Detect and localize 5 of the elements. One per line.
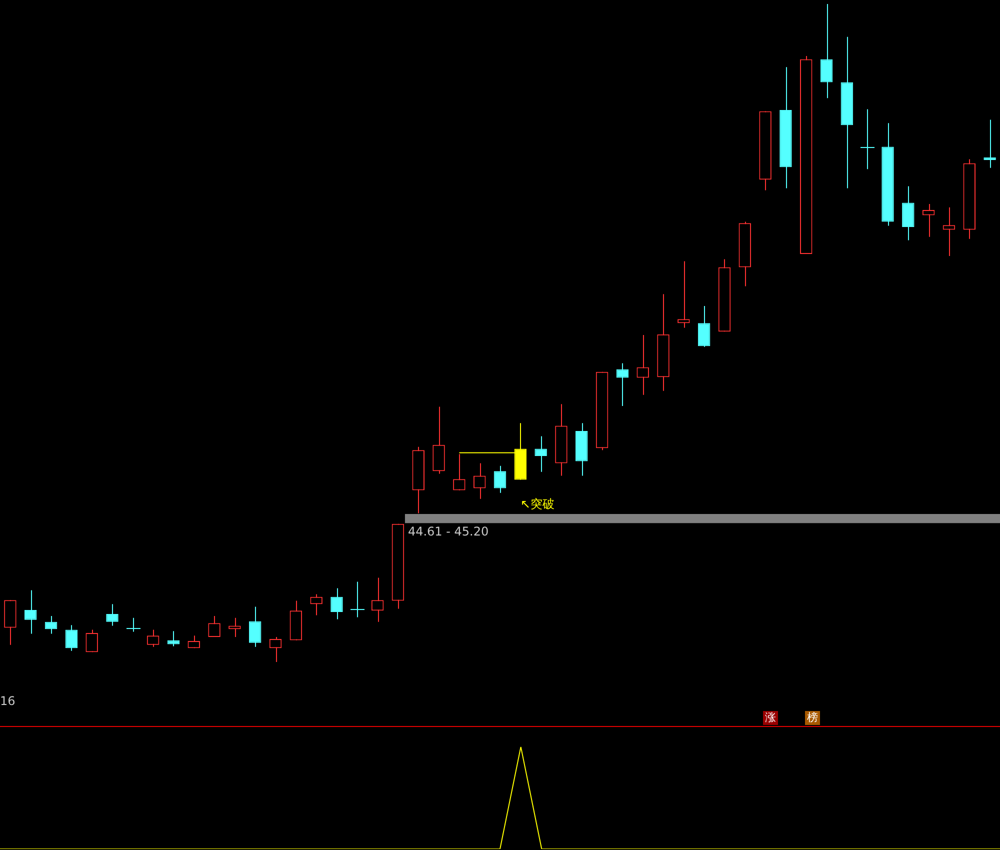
text: 榜 — [805, 711, 820, 725]
text: 16 — [0, 694, 16, 708]
text: 涨 — [763, 711, 778, 725]
band-label: 44.61 - 45.20 — [408, 524, 489, 538]
annotation: ↖突破 — [520, 497, 554, 512]
